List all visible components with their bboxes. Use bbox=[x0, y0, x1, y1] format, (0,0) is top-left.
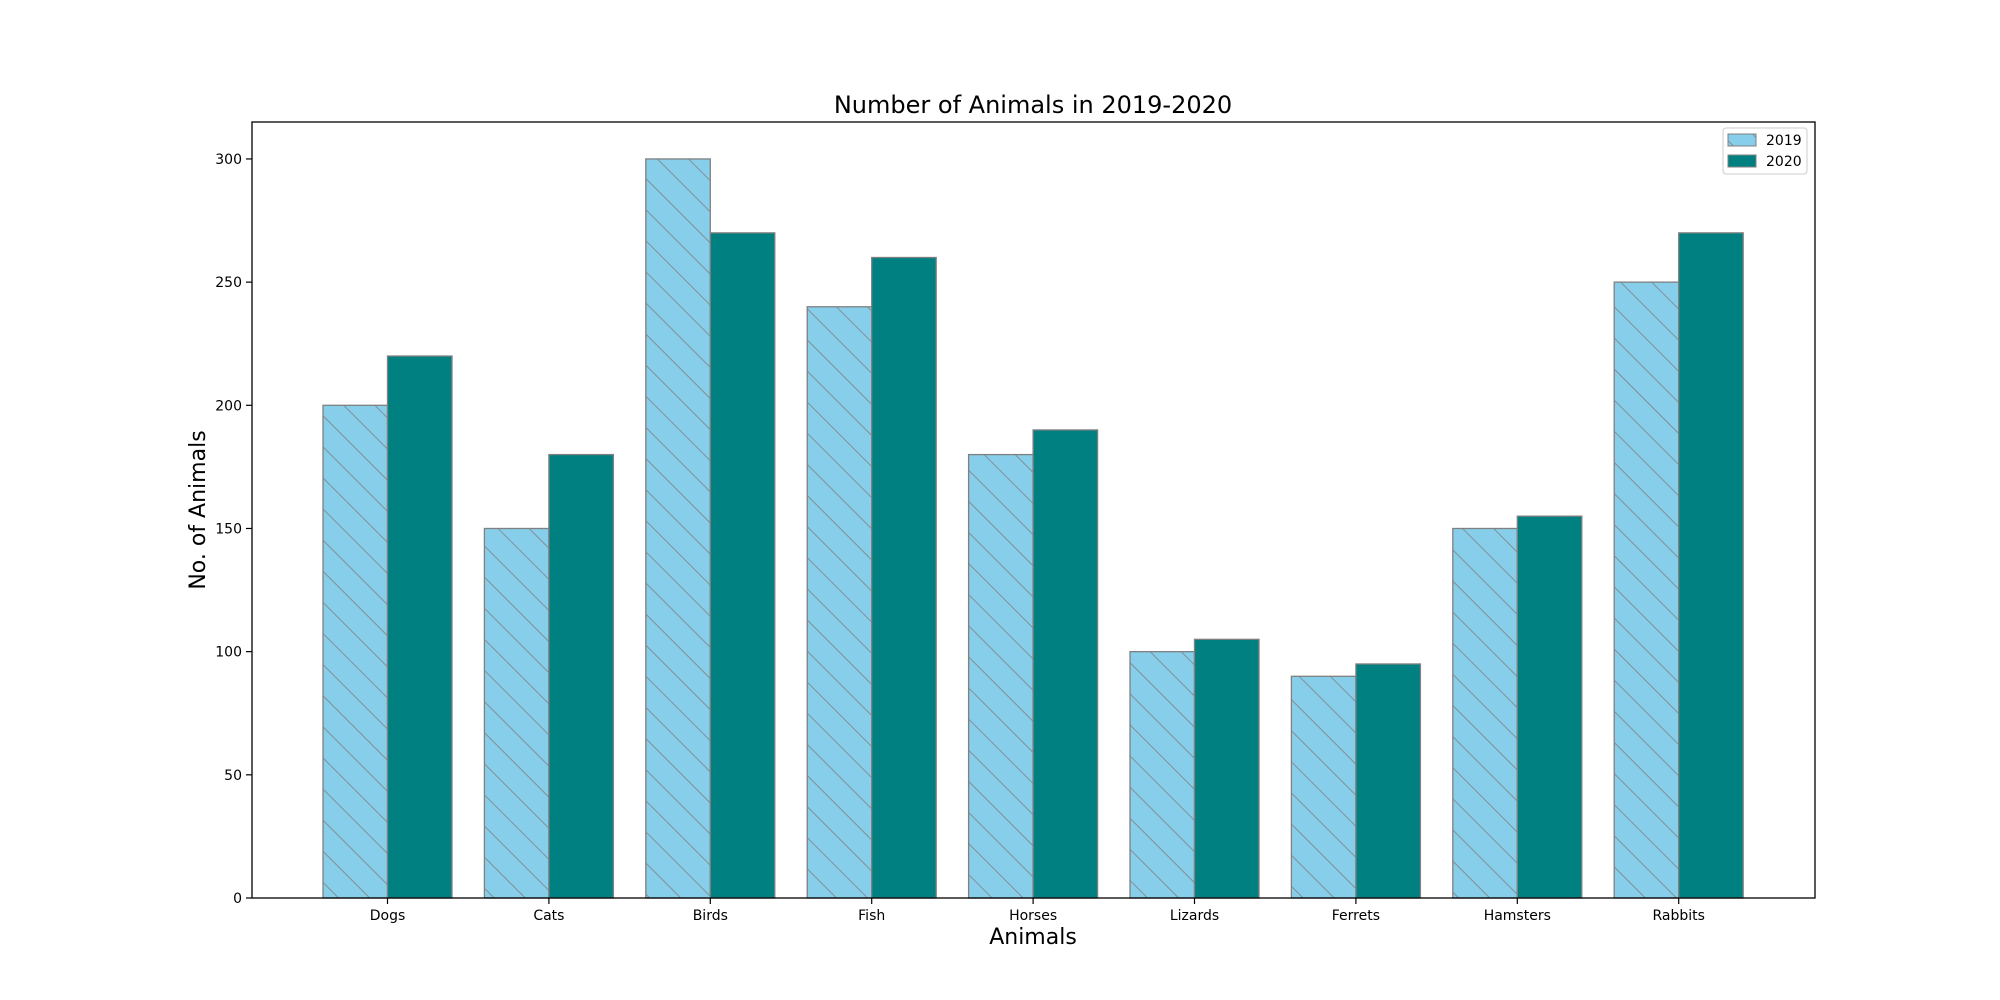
x-axis: Dogs Cats Birds Fish Horses Lizards Ferrets Ham… bbox=[370, 898, 1705, 924]
legend-swatch-2020 bbox=[1727, 154, 1757, 168]
bar-2019-fish bbox=[806, 306, 873, 899]
bar-2019-dogs bbox=[322, 404, 389, 899]
bar-2020-ferrets bbox=[1355, 663, 1422, 899]
bar-2019-horses bbox=[967, 453, 1034, 899]
bar-2019-ferrets bbox=[1290, 675, 1357, 899]
legend-label-2019: 2019 bbox=[1766, 133, 1802, 149]
y-tick-label: 300 bbox=[215, 152, 242, 168]
x-tick-label-fish: Fish bbox=[858, 908, 885, 924]
y-tick-label: 0 bbox=[233, 891, 242, 907]
bar-2019-cats bbox=[483, 527, 550, 899]
bar-2020-fish bbox=[871, 256, 937, 899]
x-tick-label-ferrets: Ferrets bbox=[1332, 908, 1380, 924]
x-tick-label-hamsters: Hamsters bbox=[1484, 908, 1551, 924]
legend-swatch-2019 bbox=[1727, 133, 1757, 147]
x-tick-label-lizards: Lizards bbox=[1170, 908, 1219, 924]
x-tick-label-birds: Birds bbox=[693, 908, 728, 924]
y-tick-label: 250 bbox=[215, 275, 242, 291]
plot-frame bbox=[251, 121, 1816, 899]
y-axis-label: No. of Animals bbox=[186, 430, 211, 589]
bar-2019-hamsters bbox=[1452, 527, 1518, 899]
bar-2020-birds bbox=[709, 232, 776, 899]
bar-2020-horses bbox=[1032, 429, 1099, 899]
x-axis-label: Animals bbox=[989, 925, 1077, 950]
x-tick-label-dogs: Dogs bbox=[370, 908, 406, 924]
x-tick-label-horses: Horses bbox=[1009, 908, 1057, 924]
legend-label-2020: 2020 bbox=[1766, 154, 1802, 170]
bar-2020-rabbits bbox=[1678, 232, 1744, 899]
y-tick-label: 100 bbox=[215, 645, 242, 661]
legend: 2019 2020 bbox=[1722, 127, 1808, 175]
bar-2020-dogs bbox=[386, 355, 453, 899]
y-axis: 0 50 100 150 200 250 300 bbox=[215, 152, 252, 907]
y-tick-label: 200 bbox=[215, 398, 242, 414]
y-tick-label: 50 bbox=[224, 768, 242, 784]
chart-title: Number of Animals in 2019-2020 bbox=[834, 91, 1232, 119]
bar-2019-rabbits bbox=[1613, 281, 1680, 899]
x-tick-label-rabbits: Rabbits bbox=[1652, 908, 1704, 924]
bar-2019-birds bbox=[645, 158, 711, 899]
bar-2020-hamsters bbox=[1516, 515, 1583, 899]
bar-2020-cats bbox=[548, 453, 615, 899]
y-tick-label: 150 bbox=[215, 521, 242, 537]
bar-2019-lizards bbox=[1129, 651, 1196, 899]
bars-layer bbox=[322, 158, 1744, 899]
x-tick-label-cats: Cats bbox=[533, 908, 564, 924]
bar-2020-lizards bbox=[1193, 638, 1260, 899]
